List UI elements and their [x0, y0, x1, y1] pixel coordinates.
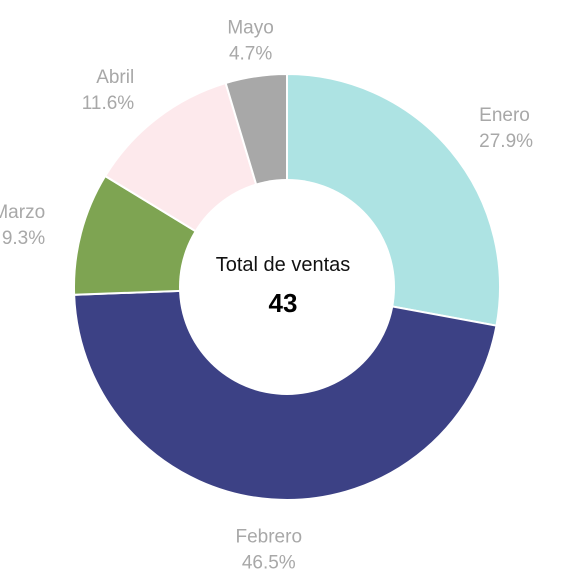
slice-percent-febrero: 46.5%	[242, 552, 296, 573]
slice-label-mayo: Mayo	[227, 18, 273, 39]
donut-hole	[179, 179, 395, 395]
slice-label-marzo: Marzo	[0, 202, 45, 223]
slice-percent-abril: 11.6%	[82, 93, 135, 114]
slice-percent-marzo: 9.3%	[2, 228, 45, 249]
slice-percent-enero: 27.9%	[479, 131, 533, 152]
center-total-value: 43	[269, 288, 298, 318]
slice-labels: Enero 27.9% Febrero 46.5% Marzo 9.3% Abril 11.6…	[0, 18, 533, 574]
slice-label-enero: Enero	[479, 105, 530, 126]
center-title: Total de ventas	[216, 254, 351, 276]
slice-label-febrero: Febrero	[235, 526, 302, 547]
slice-label-abril: Abril	[96, 67, 134, 88]
slice-percent-mayo: 4.7%	[229, 44, 272, 65]
